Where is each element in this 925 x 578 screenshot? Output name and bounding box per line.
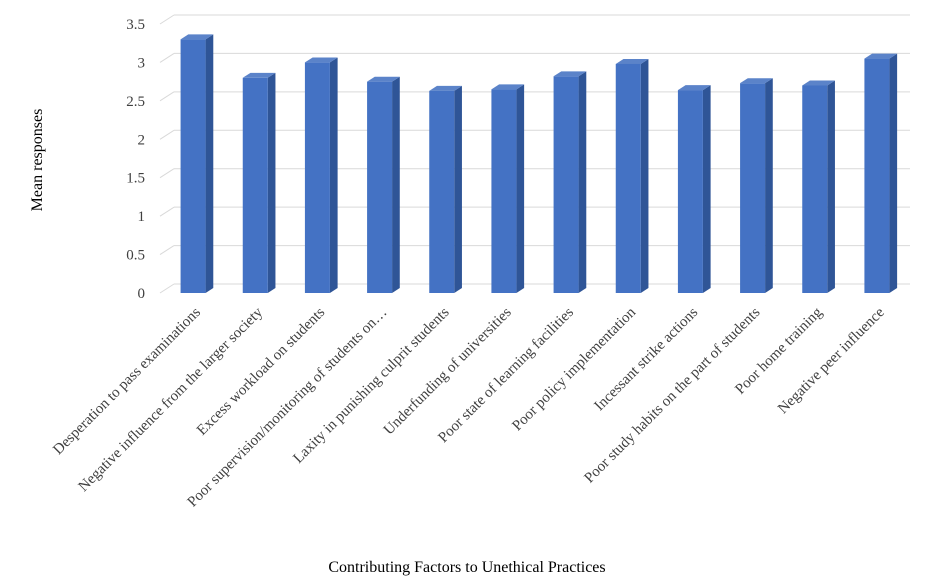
bar-side: [765, 78, 773, 293]
gridline-diagonal: [159, 129, 175, 140]
gridline-diagonal: [159, 206, 175, 217]
y-tick-label: 1.5: [126, 171, 145, 187]
bar-side: [205, 34, 214, 294]
bar: [491, 84, 525, 293]
bar-side: [454, 85, 462, 293]
bar: [615, 59, 649, 293]
gridlines: [159, 14, 910, 294]
y-tick-label: 2.5: [126, 94, 145, 110]
bar-front: [802, 85, 828, 293]
x-tick-label: Excess workload on students: [194, 304, 328, 438]
bar-front: [677, 90, 703, 294]
bar: [180, 34, 214, 294]
bar-side: [889, 53, 898, 294]
bar-front: [491, 89, 517, 293]
bars: [180, 34, 898, 294]
bar: [553, 71, 587, 294]
bar-front: [242, 77, 268, 293]
bar-top: [802, 80, 835, 86]
bar-top: [677, 85, 711, 91]
bar-front: [553, 76, 579, 294]
bar-top: [429, 85, 462, 91]
bar-side: [640, 59, 649, 293]
bar-top: [615, 59, 649, 64]
bar-front: [740, 83, 766, 294]
x-axis-title: Contributing Factors to Unethical Practi…: [328, 559, 605, 576]
bar-side: [578, 71, 587, 293]
bar-top: [740, 78, 773, 84]
bar-side: [329, 57, 338, 293]
bar: [740, 78, 773, 294]
y-axis-ticks: 0 0.5 1 1.5 2 2.5 3 3.5: [126, 17, 145, 302]
x-tick-label: Underfunding of universities: [381, 304, 515, 438]
gridline-diagonal: [159, 245, 175, 255]
x-tick-label: Negative peer influence: [775, 304, 888, 417]
bar: [864, 53, 898, 294]
bar-top: [491, 84, 525, 90]
y-tick-label: 3: [138, 55, 146, 71]
y-tick-label: 0.5: [126, 248, 145, 264]
bar-side: [267, 72, 276, 293]
y-tick-label: 3.5: [126, 17, 145, 33]
bar-side: [392, 76, 400, 293]
gridline-diagonal: [159, 168, 175, 179]
bar: [242, 72, 276, 293]
bar: [677, 85, 711, 294]
bar-top: [553, 71, 587, 77]
bar-front: [304, 62, 330, 293]
y-tick-label: 0: [138, 286, 146, 302]
x-tick-label: Incessant strike actions: [592, 304, 702, 414]
y-axis-title: Mean responses: [29, 109, 46, 212]
bar-side: [516, 84, 525, 293]
gridline-diagonal: [159, 283, 175, 294]
y-tick-label: 1: [138, 209, 146, 225]
bar: [304, 57, 338, 293]
bar-front: [864, 58, 890, 294]
bar-front: [180, 39, 206, 293]
x-tick-label: Poor policy implementation: [509, 304, 639, 434]
y-tick-label: 2: [138, 132, 146, 148]
bar-front: [367, 81, 393, 294]
bar: [367, 76, 400, 294]
bar-side: [827, 80, 835, 294]
bar-top: [242, 72, 276, 78]
bar-side: [702, 85, 711, 293]
gridline-diagonal: [159, 53, 175, 63]
bar: [429, 85, 462, 293]
bar-top: [180, 34, 214, 40]
x-axis-category-labels: Desperation to pass examinationsNegative…: [50, 304, 888, 510]
bar-top: [367, 76, 400, 82]
gridline-diagonal: [159, 91, 175, 102]
bar-top: [304, 57, 338, 63]
gridline-diagonal: [159, 14, 175, 25]
bar: [802, 80, 835, 294]
bar-front: [429, 90, 455, 293]
bar-top: [864, 53, 898, 59]
bar-front: [615, 63, 641, 293]
